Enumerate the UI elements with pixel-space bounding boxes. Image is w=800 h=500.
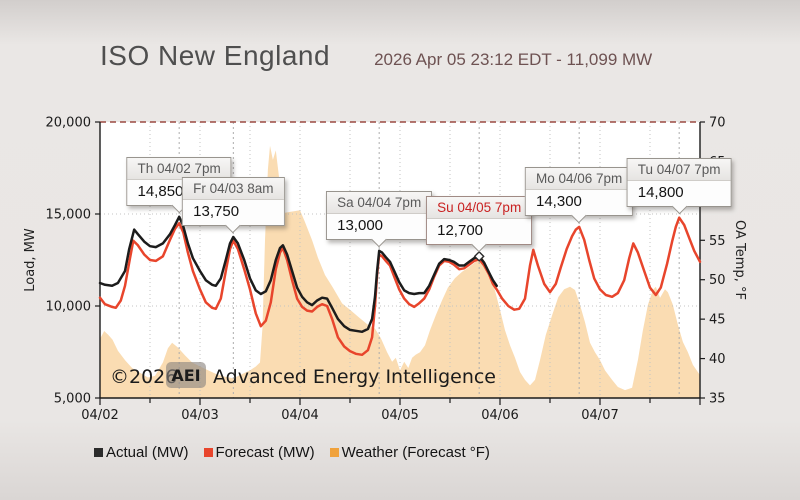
y-right-tick-label: 65 [709, 155, 726, 170]
selected-peak-marker [473, 250, 485, 262]
y-axis-title-load: Load, MW [23, 228, 38, 292]
legend-swatch-icon [203, 448, 213, 457]
watermark-badge-text: AEI [171, 366, 200, 385]
y-right-tick-label: 40 [709, 352, 726, 367]
actual-load-line [98, 215, 498, 334]
y-right-tick-label: 50 [709, 273, 726, 288]
legend-item: Actual (MW) [94, 444, 189, 461]
legend-label: Actual (MW) [106, 444, 189, 461]
legend-swatch-icon [329, 448, 339, 457]
y-right-tick-label: 35 [709, 392, 726, 407]
legend-swatch-icon [94, 448, 103, 457]
legend-item: Weather (Forecast °F) [329, 444, 490, 461]
header: ISO New England 2026 Apr 05 23:12 EDT - … [100, 40, 790, 72]
watermark: ©2026 AEI Advanced Energy Intelligence [110, 362, 496, 388]
y-right-tick-label: 55 [709, 234, 726, 249]
x-tick-label: 04/03 [181, 408, 218, 423]
y-axis-title-temp: OA Temp, °F [732, 220, 747, 300]
x-tick-label: 04/04 [281, 408, 318, 423]
x-tick-label: 04/05 [381, 408, 418, 423]
x-tick-label: 04/07 [581, 408, 618, 423]
page-title: ISO New England [100, 40, 331, 71]
legend-item: Forecast (MW) [203, 444, 315, 461]
y-left-tick-label: 20,000 [46, 116, 92, 131]
legend-label: Forecast (MW) [215, 444, 315, 461]
y-left-tick-label: 15,000 [46, 208, 92, 223]
forecast-load-line [98, 216, 702, 357]
x-tick-label: 04/02 [81, 408, 118, 423]
legend: Actual (MW) Forecast (MW) Weather (Forecas… [94, 444, 490, 461]
watermark-badge-background [166, 362, 206, 388]
x-tick-label: 04/06 [481, 408, 518, 423]
watermark-copyright: ©2026 [110, 366, 177, 388]
y-left-tick-label: 10,000 [46, 300, 92, 315]
timestamp-current-load: 2026 Apr 05 23:12 EDT - 11,099 MW [374, 50, 653, 69]
y-left-tick-label: 5,000 [54, 392, 91, 407]
watermark-text: Advanced Energy Intelligence [213, 366, 496, 388]
y-right-tick-label: 60 [709, 194, 726, 209]
y-right-tick-label: 70 [709, 116, 726, 131]
y-right-tick-label: 45 [709, 313, 726, 328]
legend-label: Weather (Forecast °F) [341, 444, 490, 461]
